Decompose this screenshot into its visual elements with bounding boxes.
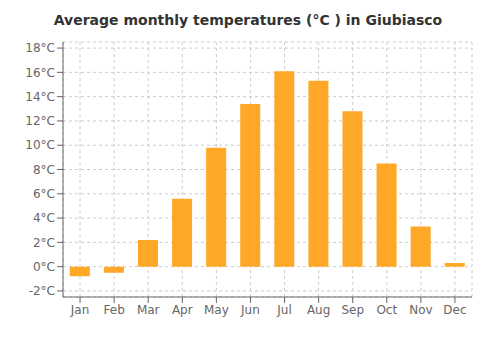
svg-text:Mar: Mar xyxy=(137,303,160,317)
html-text:Average monthly temperatures (: Average monthly temperatures (°C ) in Gi… xyxy=(53,12,443,28)
svg-text:18°C: 18°C xyxy=(25,41,55,55)
svg-text:Jul: Jul xyxy=(276,303,291,317)
svg-text:10°C: 10°C xyxy=(25,138,55,152)
svg-text:Feb: Feb xyxy=(104,303,125,317)
svg-text:2°C: 2°C xyxy=(33,236,55,250)
svg-text:Apr: Apr xyxy=(172,303,193,317)
svg-text:Nov: Nov xyxy=(409,303,432,317)
svg-text:Jan: Jan xyxy=(70,303,90,317)
svg-text:Dec: Dec xyxy=(443,303,466,317)
svg-text:May: May xyxy=(204,303,229,317)
svg-text:12°C: 12°C xyxy=(25,114,55,128)
svg-text:Aug: Aug xyxy=(307,303,330,317)
svg-text:Oct: Oct xyxy=(376,303,397,317)
svg-text:8°C: 8°C xyxy=(33,163,55,177)
svg-text:4°C: 4°C xyxy=(33,211,55,225)
svg-text:14°C: 14°C xyxy=(25,90,55,104)
svg-text:Jun: Jun xyxy=(240,303,260,317)
svg-text:16°C: 16°C xyxy=(25,66,55,80)
svg-text:-2°C: -2°C xyxy=(29,284,55,298)
svg-text:Sep: Sep xyxy=(341,303,364,317)
svg-text:0°C: 0°C xyxy=(33,260,55,274)
svg-text:6°C: 6°C xyxy=(33,187,55,201)
